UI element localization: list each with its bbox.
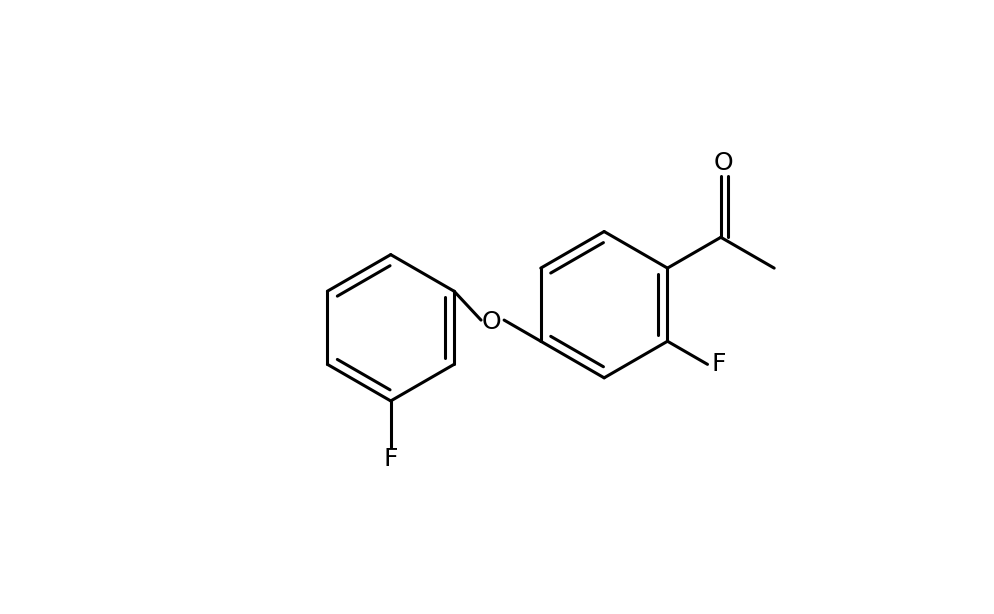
Text: O: O: [714, 152, 734, 176]
Text: F: F: [711, 352, 726, 376]
Text: O: O: [482, 309, 502, 333]
Text: F: F: [384, 448, 398, 472]
